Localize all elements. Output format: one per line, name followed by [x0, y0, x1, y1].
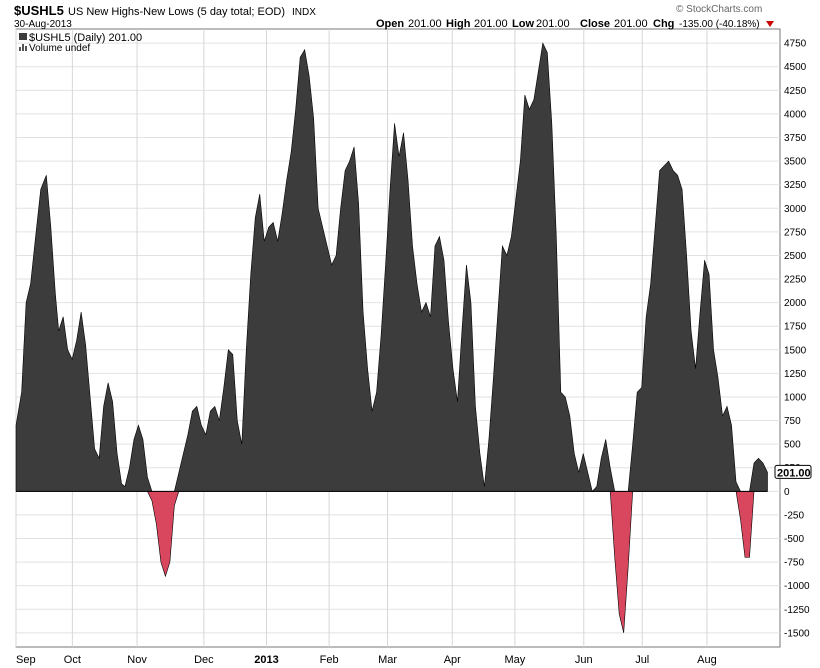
x-tick-label: Oct	[64, 654, 81, 666]
exchange: INDX	[292, 7, 316, 18]
y-tick-label: 3750	[784, 133, 807, 144]
y-tick-label: 500	[784, 440, 801, 451]
open-value: 201.00	[408, 18, 442, 30]
y-tick-label: -500	[784, 534, 804, 545]
x-tick-label: Nov	[127, 654, 147, 666]
description: US New Highs-New Lows (5 day total; EOD)	[68, 6, 285, 18]
y-tick-label: 3250	[784, 180, 807, 191]
y-tick-label: -1500	[784, 628, 810, 639]
volume-bars-icon	[19, 44, 27, 51]
y-tick-label: 4250	[784, 86, 807, 97]
y-tick-label: 0	[784, 487, 790, 498]
y-tick-label: 1000	[784, 392, 807, 403]
x-tick-label: Apr	[444, 654, 461, 666]
high-label: High	[446, 18, 471, 30]
legend-volume: Volume undef	[29, 43, 90, 54]
low-value: 201.00	[536, 18, 570, 30]
y-tick-label: 1750	[784, 322, 807, 333]
y-tick-label: 2750	[784, 227, 807, 238]
x-tick-label: Feb	[320, 654, 339, 666]
x-tick-labels: Sep Oct Nov Dec 2013 Feb Mar Apr May Jun Jul Aug	[16, 654, 717, 666]
y-tick-label: 1250	[784, 369, 807, 380]
x-tick-label: Dec	[194, 654, 214, 666]
x-tick-label: Aug	[697, 654, 717, 666]
x-tick-label: Jun	[575, 654, 593, 666]
y-tick-label: 2250	[784, 275, 807, 286]
series-swatch-icon	[19, 33, 27, 40]
close-value: 201.00	[614, 18, 648, 30]
x-tick-label: May	[505, 654, 526, 666]
high-value: 201.00	[474, 18, 508, 30]
positive-area	[15, 42, 768, 492]
x-tick-label: Sep	[16, 654, 36, 666]
low-label: Low	[512, 18, 534, 30]
watermark: © StockCharts.com	[676, 4, 762, 15]
area-series	[15, 42, 768, 633]
last-value-text: 201.00	[777, 467, 811, 479]
x-tick-label: 2013	[254, 654, 278, 666]
y-tick-label: 4000	[784, 109, 807, 120]
y-tick-label: 4750	[784, 39, 807, 50]
y-tick-label: -1000	[784, 581, 810, 592]
close-label: Close	[580, 18, 610, 30]
open-label: Open	[376, 18, 404, 30]
y-tick-label: 3500	[784, 157, 807, 168]
y-tick-label: -1250	[784, 605, 810, 616]
symbol: $USHL5	[14, 3, 64, 18]
x-tick-label: Jul	[635, 654, 649, 666]
y-tick-label: 1500	[784, 345, 807, 356]
legend-series: $USHL5 (Daily) 201.00	[29, 32, 142, 44]
x-tick-label: Mar	[378, 654, 397, 666]
y-tick-labels: -1500-1250-1000-750-500-2500250500750100…	[784, 39, 810, 640]
chg-label: Chg	[653, 18, 674, 30]
y-tick-label: -750	[784, 558, 804, 569]
chg-value: -135.00 (-40.18%)	[679, 19, 760, 30]
last-value-tag: 201.00	[774, 464, 812, 479]
y-tick-label: 2500	[784, 251, 807, 262]
y-tick-label: 4500	[784, 62, 807, 73]
y-tick-label: 2000	[784, 298, 807, 309]
down-triangle-icon	[766, 21, 774, 27]
y-tick-label: 750	[784, 416, 801, 427]
y-tick-label: -250	[784, 510, 804, 521]
y-tick-label: 3000	[784, 204, 807, 215]
date-label: 30-Aug-2013	[14, 19, 72, 30]
